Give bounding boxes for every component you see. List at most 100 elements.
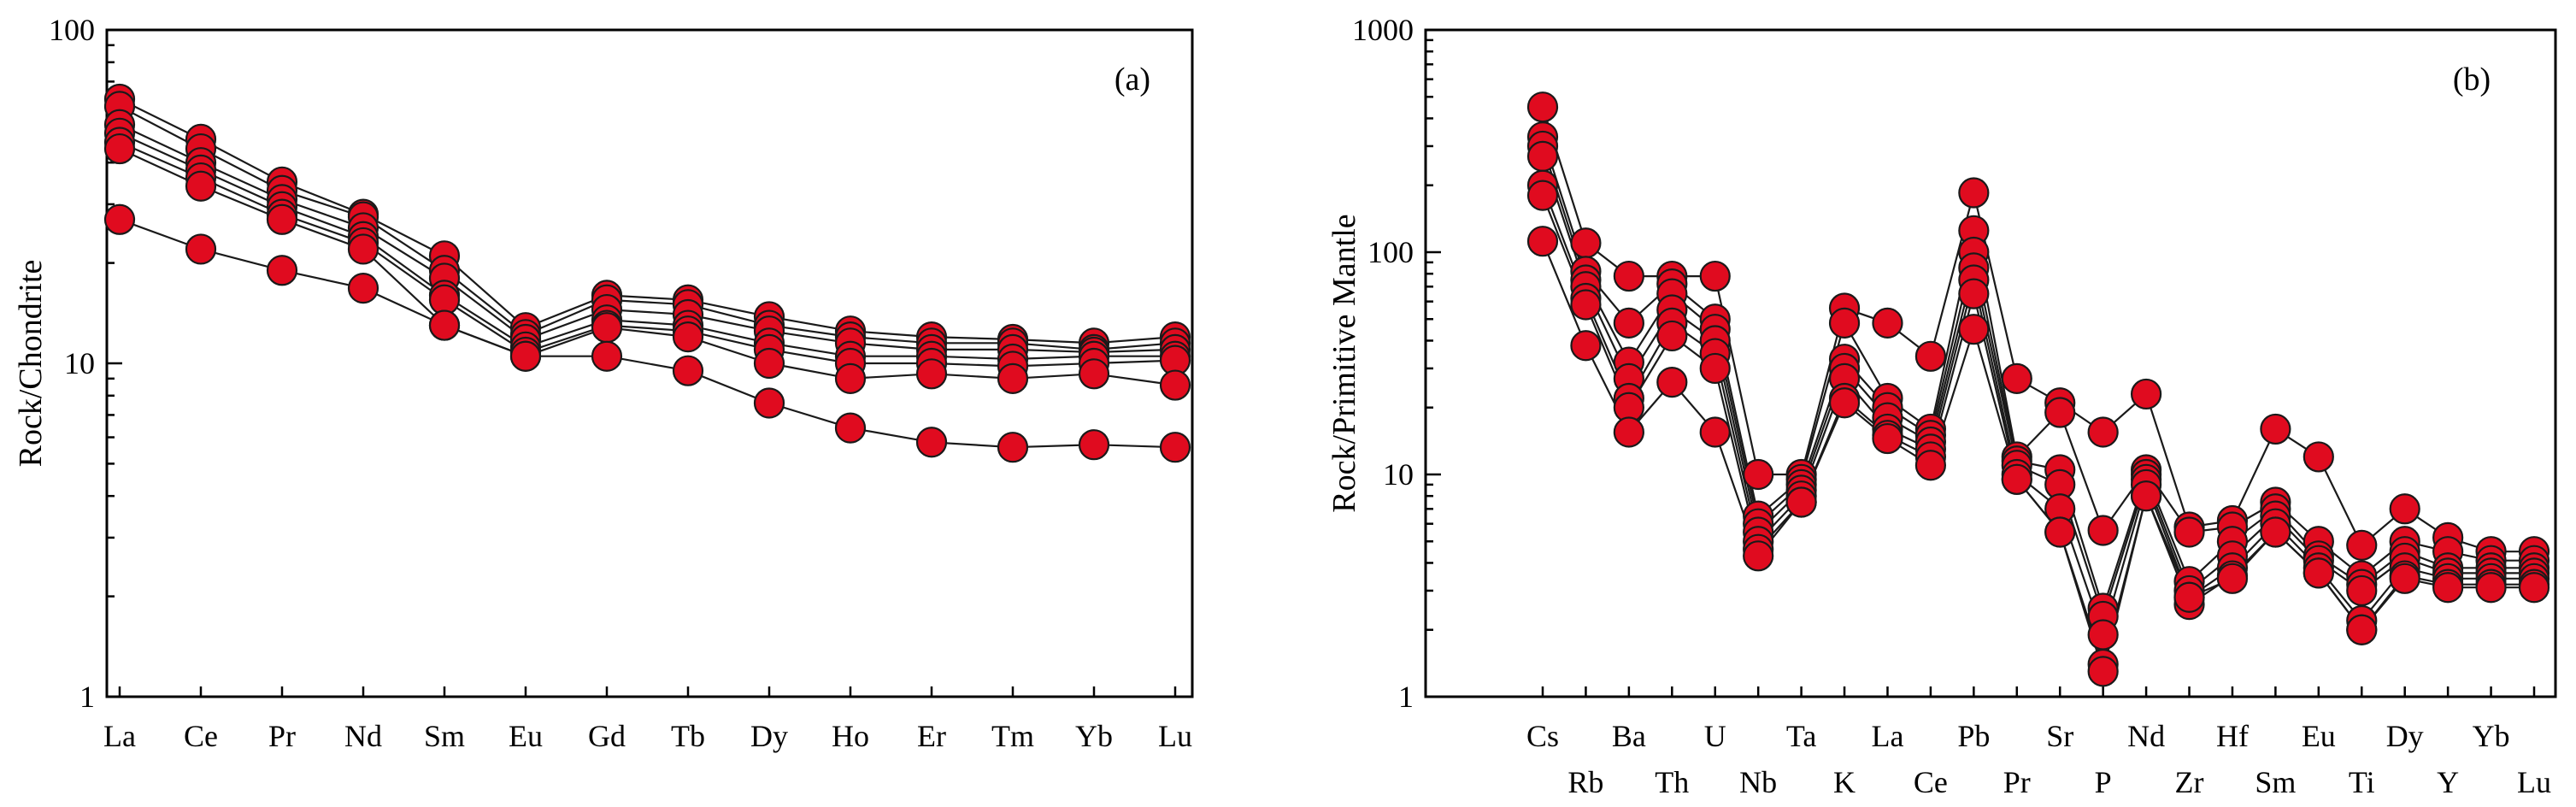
data-point-s6-rb	[1570, 289, 1602, 321]
x-tick-label-sr: Sr	[2046, 719, 2073, 753]
data-point-s6-cs	[1526, 180, 1559, 211]
data-point-s7-yb	[2475, 572, 2507, 604]
data-point-s2-sr	[2044, 397, 2076, 428]
x-tick-label-eu: Eu	[2302, 719, 2336, 753]
y-axis-title: Rock/Primitive Mantle	[1326, 214, 1362, 512]
data-point-s1-nd	[2130, 378, 2162, 410]
data-point-s7-pr	[2001, 463, 2032, 495]
x-tick-label-dy: Dy	[750, 719, 788, 753]
panel-label: (a)	[1115, 62, 1150, 97]
data-point-s7-ce	[1914, 450, 1947, 481]
data-point-s7-sm	[428, 309, 461, 341]
x-tick-label-pb: Pb	[1957, 719, 1990, 753]
x-tick-label-ce: Ce	[184, 719, 218, 753]
data-point-s7-tm	[997, 432, 1029, 463]
y-tick-label: 100	[49, 13, 95, 47]
data-point-s7-eu	[509, 340, 542, 372]
x-tick-label-u: U	[1704, 719, 1726, 753]
data-point-s6-th	[1656, 320, 1688, 352]
x-tick-label-k: K	[1833, 765, 1856, 799]
data-point-s7-la	[1872, 422, 1903, 455]
data-point-s6-tm	[997, 362, 1029, 394]
data-point-s7-ba	[1613, 416, 1644, 448]
data-point-s6-er	[915, 358, 948, 390]
x-tick-label-rb: Rb	[1567, 765, 1603, 799]
series-line-s4	[1541, 156, 2534, 620]
y-tick-label: 1	[79, 680, 95, 714]
x-tick-label-p: P	[2095, 765, 2112, 799]
plot-frame	[1424, 28, 2557, 698]
data-point-s7-hf	[2216, 563, 2249, 594]
y-tick-label: 100	[1367, 235, 1414, 269]
series-line-s6	[1541, 195, 2534, 668]
data-point-s7-rb	[1570, 330, 1602, 362]
y-tick-label: 1000	[1352, 13, 1414, 47]
data-point-s6-la	[103, 133, 136, 165]
series-line-s3	[119, 123, 1176, 354]
data-point-s1-cs	[1526, 91, 1559, 123]
data-point-s6-gd	[591, 312, 623, 344]
data-point-s1-eu	[2303, 441, 2334, 473]
data-point-s6-pr	[266, 203, 298, 235]
x-tick-label-ti: Ti	[2349, 765, 2375, 799]
x-tick-label-ba: Ba	[1612, 719, 1646, 753]
data-point-s6-u	[1699, 352, 1731, 385]
data-point-s7-p	[2087, 656, 2119, 687]
data-point-s5-p	[2087, 619, 2119, 651]
data-point-s7-nd	[347, 273, 379, 304]
data-point-s7-lu	[2518, 572, 2550, 604]
data-point-s7-nb	[1743, 540, 1774, 572]
data-point-s7-er	[915, 427, 948, 458]
data-point-s7-sm	[2260, 516, 2291, 548]
x-tick-label-hf: Hf	[2216, 719, 2249, 753]
x-tick-label-lu: Lu	[2517, 765, 2551, 799]
panel-label: (b)	[2453, 62, 2491, 97]
data-point-s7-ce	[185, 233, 217, 265]
data-point-s4-cs	[1526, 140, 1559, 172]
x-tick-label-lu: Lu	[1158, 719, 1192, 753]
data-point-s6-pb	[1958, 278, 1990, 309]
x-tick-label-eu: Eu	[509, 719, 543, 753]
data-point-s4-ti	[2346, 574, 2378, 607]
series-line-s7	[1541, 240, 2534, 675]
x-tick-label-sm: Sm	[2255, 765, 2296, 799]
data-point-s2-p	[2087, 515, 2119, 546]
y-tick-label: 10	[64, 346, 95, 380]
data-point-s6-ho	[834, 362, 867, 394]
data-point-s1-ce	[1914, 340, 1947, 372]
data-point-s7-nd	[2130, 480, 2162, 512]
data-point-s6-lu	[1159, 369, 1191, 401]
x-tick-label-zr: Zr	[2175, 765, 2204, 799]
data-point-s7-cs	[1526, 226, 1559, 257]
x-tick-label-nd: Nd	[344, 719, 382, 753]
data-point-s1-u	[1699, 260, 1731, 292]
x-tick-label-tb: Tb	[671, 719, 705, 753]
y-axis-title: Rock/Chondrite	[13, 260, 49, 468]
panel-a: 1 10 100 La Ce Pr Nd Sm Eu Gd Tb Dy Ho Er Tm Yb Lu Rock/C…	[13, 13, 1194, 753]
x-tick-label-pr: Pr	[2003, 765, 2031, 799]
x-tick-label-la: La	[103, 719, 136, 753]
series-line-s2	[1541, 136, 2534, 577]
series-line-s3	[1541, 145, 2534, 612]
x-tick-label-y: Y	[2437, 765, 2459, 799]
x-tick-label-cs: Cs	[1526, 719, 1559, 753]
data-point-s1-ba	[1613, 260, 1644, 292]
data-point-s7-sr	[2044, 516, 2076, 548]
data-point-s2-zr	[2173, 516, 2205, 548]
data-point-s6-tb	[672, 321, 704, 353]
data-point-s7-k	[1828, 387, 1861, 419]
x-tick-label-ce: Ce	[1914, 765, 1948, 799]
data-point-s1-pb	[1958, 177, 1990, 209]
data-point-s7-u	[1699, 416, 1731, 448]
data-point-s7-zr	[2173, 581, 2205, 613]
data-point-s7-dy	[753, 387, 785, 419]
x-tick-label-dy: Dy	[2386, 719, 2424, 753]
x-tick-label-gd: Gd	[588, 719, 626, 753]
data-point-s7-pr	[266, 255, 298, 286]
y-tick-label: 10	[1383, 457, 1414, 492]
data-point-s7-tb	[672, 355, 704, 386]
data-point-s7-y	[2432, 572, 2464, 604]
data-point-s1-ti	[2346, 529, 2378, 561]
